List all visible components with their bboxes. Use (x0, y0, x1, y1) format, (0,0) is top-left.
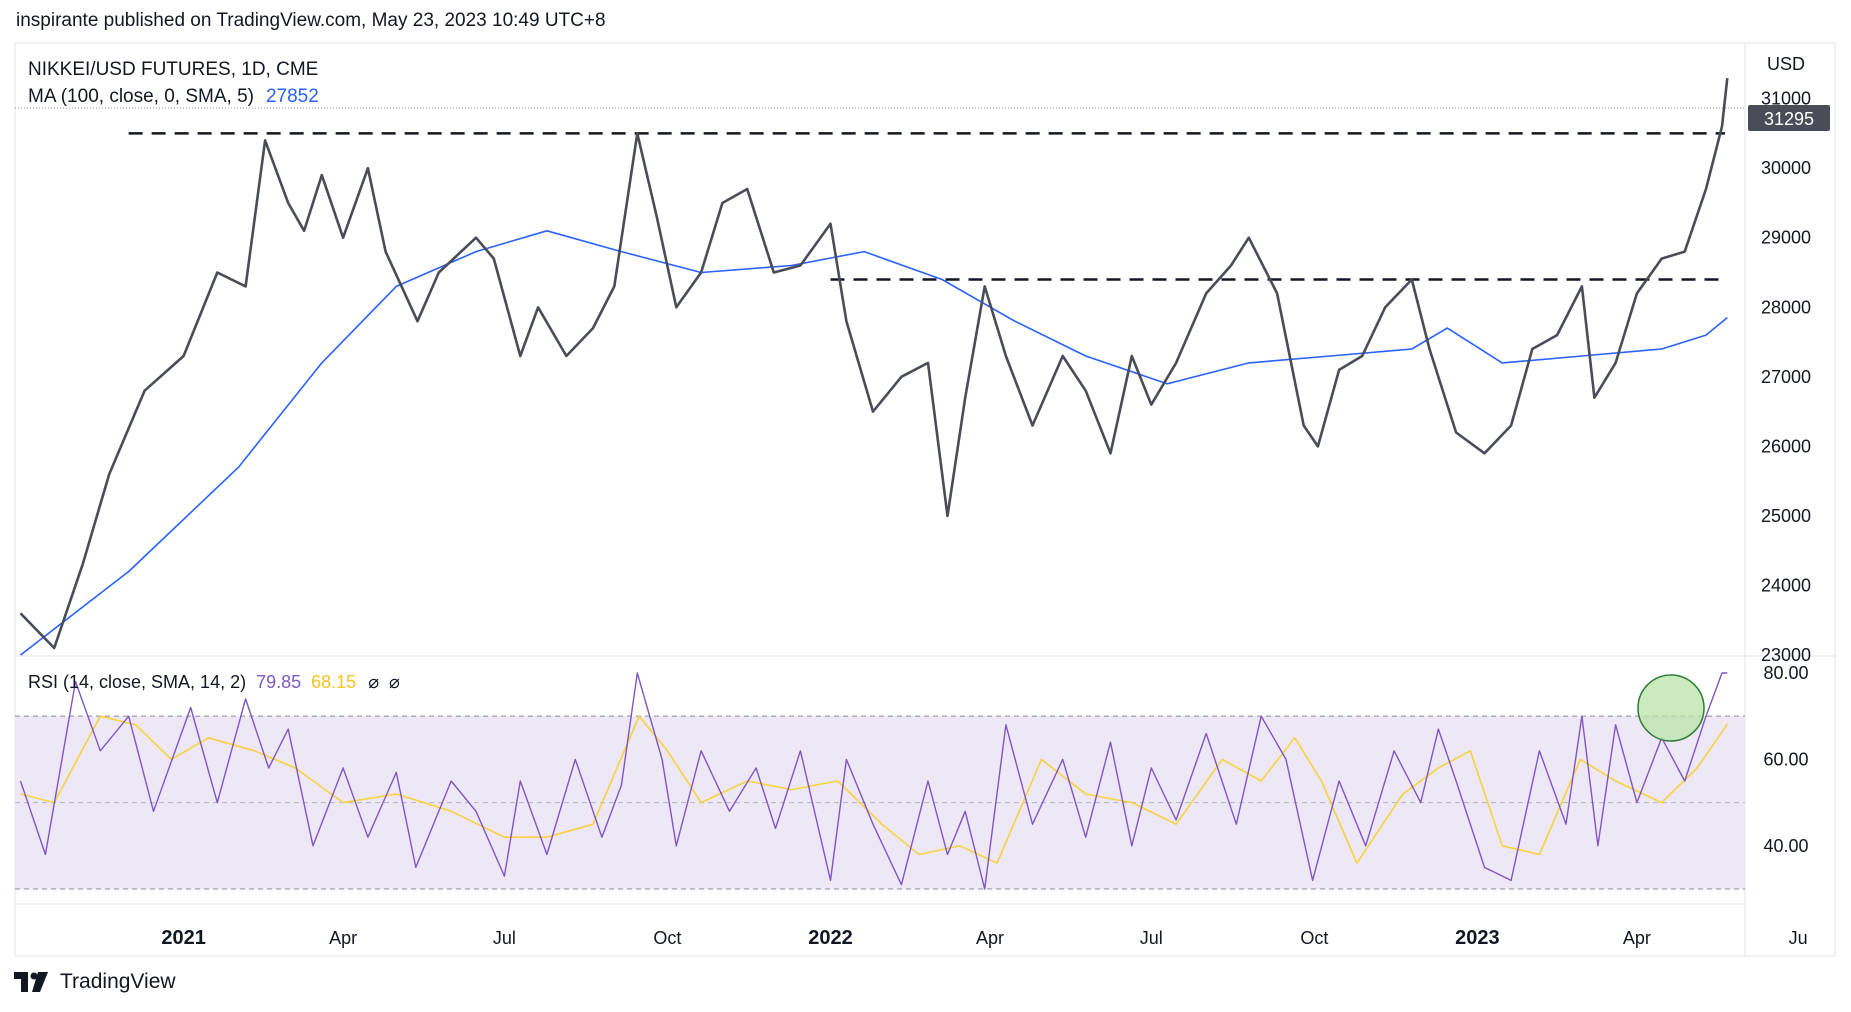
time-tick-label: Apr (976, 928, 1004, 948)
rsi-pane (19, 672, 1728, 890)
time-tick-label: Apr (329, 928, 357, 948)
time-axis[interactable]: 2021 Apr Jul Oct 2022 Apr Jul Oct 2023 Apr Ju (161, 927, 1807, 949)
rsi-legend[interactable]: RSI (14, close, SMA, 14, 2) 79.85 68.15 ⌀ ⌀ (28, 672, 400, 692)
ma-line[interactable] (20, 230, 1728, 656)
last-price-value: 31295 (1764, 109, 1814, 129)
rsi-tick-label: 80.00 (1763, 663, 1808, 683)
price-tick-label: 26000 (1761, 436, 1811, 456)
time-tick-label: 2023 (1455, 927, 1500, 949)
rsi-legend-label: RSI (14, close, SMA, 14, 2) (28, 672, 246, 692)
tradingview-logo[interactable]: TradingView (14, 970, 176, 994)
rsi-ma-line[interactable] (20, 715, 1728, 864)
price-tick-label: 25000 (1761, 506, 1811, 526)
ma-legend-value: 27852 (266, 86, 319, 107)
rsi-line[interactable] (19, 672, 1728, 890)
time-tick-label: 2021 (161, 927, 206, 949)
rsi-legend-value: 79.85 (256, 672, 301, 692)
rsi-ma-legend-value: 68.15 (311, 672, 356, 692)
symbol-legend[interactable]: NIKKEI/USD FUTURES, 1D, CME (28, 59, 318, 80)
time-tick-label: Apr (1623, 928, 1651, 948)
rsi-tick-label: 60.00 (1763, 749, 1808, 769)
time-tick-label: Jul (493, 928, 516, 948)
publish-credit: inspirante published on TradingView.com,… (16, 10, 606, 31)
last-price-tag (1748, 105, 1830, 131)
ma-legend[interactable]: MA (100, close, 0, SMA, 5) 27852 (28, 86, 319, 107)
time-tick-label: 2022 (808, 927, 853, 949)
horizontal-levels[interactable] (128, 132, 1725, 281)
price-tick-label: 28000 (1761, 297, 1811, 317)
time-tick-label: Jul (1140, 928, 1163, 948)
price-pane (19, 77, 1729, 656)
price-tick-label: 27000 (1761, 367, 1811, 387)
rsi-empty-icon-2: ⌀ (389, 672, 400, 692)
rsi-tick-label: 40.00 (1763, 836, 1808, 856)
price-tick-label: 31000 (1761, 89, 1811, 109)
time-tick-label: Oct (653, 928, 681, 948)
chart-frame (14, 42, 1836, 957)
price-tick-label: 30000 (1761, 158, 1811, 178)
ma-legend-label: MA (100, close, 0, SMA, 5) (28, 86, 254, 107)
time-tick-label: Ju (1789, 928, 1808, 948)
price-tick-label: 29000 (1761, 228, 1811, 248)
tradingview-logo-icon (14, 972, 48, 992)
price-tick-label: 23000 (1761, 645, 1811, 665)
time-tick-label: Oct (1300, 928, 1328, 948)
tradingview-brand: TradingView (60, 970, 176, 993)
rsi-highlight-circle[interactable] (1637, 674, 1705, 742)
rsi-axis[interactable]: 40.00 60.00 80.00 (1763, 663, 1808, 856)
price-axis[interactable]: 23000 24000 25000 26000 27000 28000 29000 30000… (1761, 89, 1811, 665)
price-tick-label: 24000 (1761, 575, 1811, 595)
price-line[interactable] (19, 77, 1729, 650)
currency-label[interactable]: USD (1767, 54, 1805, 74)
rsi-empty-icon-1: ⌀ (368, 672, 379, 692)
